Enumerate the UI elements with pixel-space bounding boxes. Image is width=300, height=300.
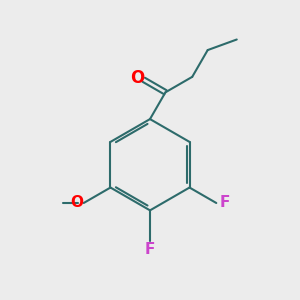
Text: F: F [219,196,230,211]
Text: O: O [130,69,144,87]
Text: O: O [70,195,83,210]
Text: F: F [145,242,155,257]
